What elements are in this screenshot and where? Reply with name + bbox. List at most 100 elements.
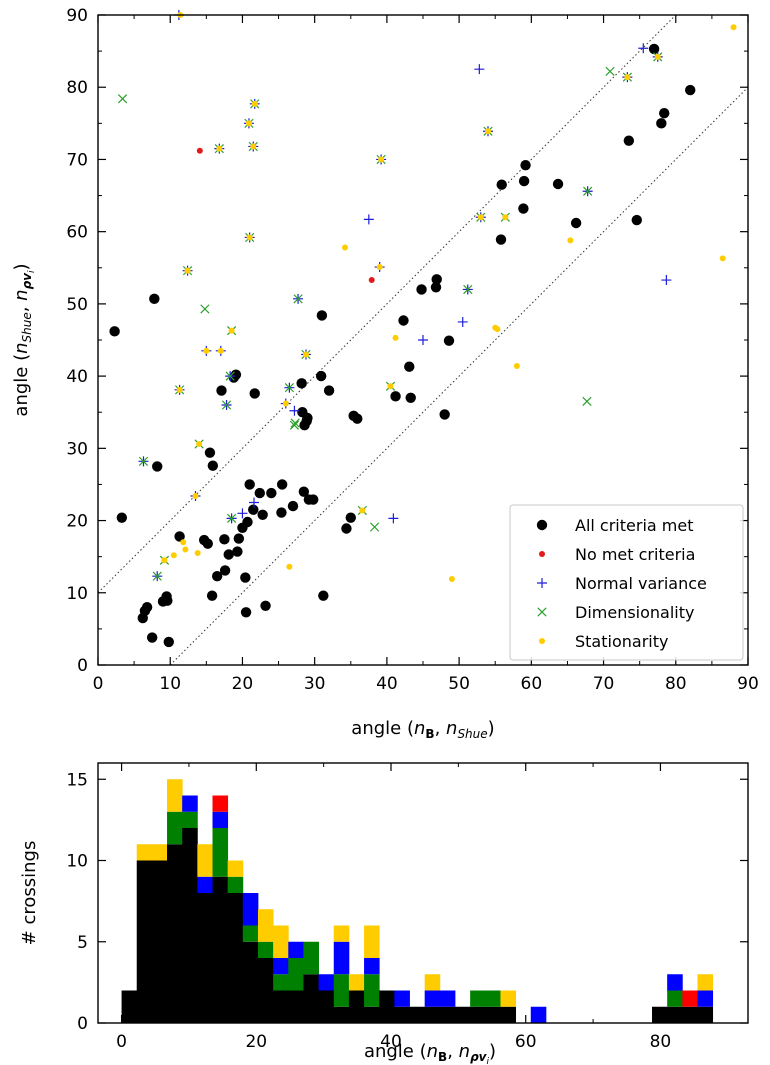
data-point <box>293 294 303 304</box>
legend-label: Normal variance <box>575 574 707 593</box>
data-point <box>552 178 564 190</box>
legend-entry-dimensionality: Dimensionality <box>537 603 694 622</box>
data-point <box>392 334 399 341</box>
data-point <box>463 284 473 295</box>
legend-marker <box>539 638 545 644</box>
y-tick-label: 20 <box>66 512 88 532</box>
bar-no-met-criteria <box>682 990 698 1007</box>
data-point <box>217 347 224 354</box>
bar-dimensionality <box>182 811 198 828</box>
data-point <box>287 500 299 512</box>
series-normal-variance <box>138 10 672 582</box>
histogram-panel: 0 20 40 60 80 0 5 10 15 angle (nB, nρvi) # cross… <box>19 762 749 1065</box>
data-point <box>439 409 450 420</box>
data-point <box>162 595 173 606</box>
x-tick-label: 70 <box>593 674 615 694</box>
y-tick-label: 70 <box>66 150 88 170</box>
data-point <box>368 277 375 284</box>
bar-all-criteria-met <box>227 893 244 1023</box>
data-point <box>249 388 260 399</box>
bar-dimensionality <box>333 974 350 1007</box>
data-point <box>289 405 300 416</box>
data-point <box>249 497 259 508</box>
data-point <box>221 400 232 410</box>
data-point <box>659 108 670 119</box>
bar-normal-variance <box>697 990 714 1007</box>
bar-stationarity <box>227 860 244 877</box>
data-point <box>418 335 428 345</box>
data-point <box>204 447 216 458</box>
data-point <box>405 392 416 403</box>
y-tick-label: 40 <box>66 367 88 387</box>
bar-all-criteria-met <box>667 1006 683 1023</box>
bar-stationarity <box>257 909 274 942</box>
data-point <box>496 179 507 190</box>
data-point <box>518 203 529 214</box>
data-point <box>623 135 635 146</box>
data-point <box>363 214 374 225</box>
bar-dimensionality <box>273 974 289 991</box>
x-tick-label: 20 <box>232 674 254 694</box>
bar-dimensionality <box>303 941 319 975</box>
data-point <box>240 572 251 583</box>
data-point <box>376 264 383 271</box>
bar-stationarity <box>364 925 380 958</box>
legend-entry-all-criteria-met: All criteria met <box>536 516 693 535</box>
legend-box <box>509 504 744 661</box>
data-point <box>240 607 252 618</box>
data-point <box>502 214 509 221</box>
x-tick-label: 40 <box>376 674 398 694</box>
y-tick-label: 0 <box>77 1014 88 1034</box>
bar-dimensionality <box>167 811 183 845</box>
data-point <box>631 214 642 226</box>
data-point <box>109 326 120 337</box>
bar-all-criteria-met <box>242 941 259 1023</box>
histogram-x-axis-label: angle (nB, nρvi) <box>364 1041 496 1065</box>
legend-label: All criteria met <box>575 516 693 535</box>
data-point <box>431 274 442 285</box>
x-tick-label: 60 <box>521 674 543 694</box>
data-point <box>567 237 574 244</box>
bar-all-criteria-met <box>500 1006 517 1023</box>
data-point <box>624 74 631 81</box>
data-point <box>495 234 507 245</box>
data-point <box>219 565 231 576</box>
bar-dimensionality <box>242 925 259 942</box>
data-point <box>369 522 380 532</box>
bar-normal-variance <box>439 990 456 1007</box>
data-point <box>656 118 667 129</box>
data-point <box>583 186 593 196</box>
data-point <box>246 234 253 241</box>
data-point <box>192 493 199 499</box>
data-point <box>232 546 243 557</box>
bar-dimensionality <box>212 828 229 877</box>
legend-entry-stationarity: Stationarity <box>539 632 668 651</box>
scatter-points <box>109 10 737 648</box>
histogram-frame <box>97 762 749 1024</box>
x-tick-label: 60 <box>515 1032 537 1052</box>
bar-normal-variance <box>424 990 441 1007</box>
data-point <box>303 351 309 358</box>
data-point <box>116 512 128 523</box>
y-tick-label: 0 <box>77 656 88 676</box>
bar-normal-variance <box>182 795 198 812</box>
data-point <box>494 326 501 333</box>
legend-entry-normal-variance: Normal variance <box>537 574 707 593</box>
data-point <box>518 175 530 187</box>
legend-marker <box>537 578 547 588</box>
data-point <box>341 523 352 534</box>
legend-label: No met criteria <box>575 545 695 564</box>
bar-normal-variance <box>318 974 335 991</box>
data-point <box>161 557 168 564</box>
bar-stationarity <box>167 779 183 812</box>
data-point <box>318 590 329 601</box>
data-point <box>152 461 163 472</box>
bar-all-criteria-met <box>273 990 289 1023</box>
y-tick-label: 15 <box>66 770 88 790</box>
bar-all-criteria-met <box>197 893 213 1023</box>
data-point <box>202 538 213 549</box>
data-point <box>276 507 287 518</box>
data-point <box>342 244 348 251</box>
data-point <box>152 571 162 581</box>
